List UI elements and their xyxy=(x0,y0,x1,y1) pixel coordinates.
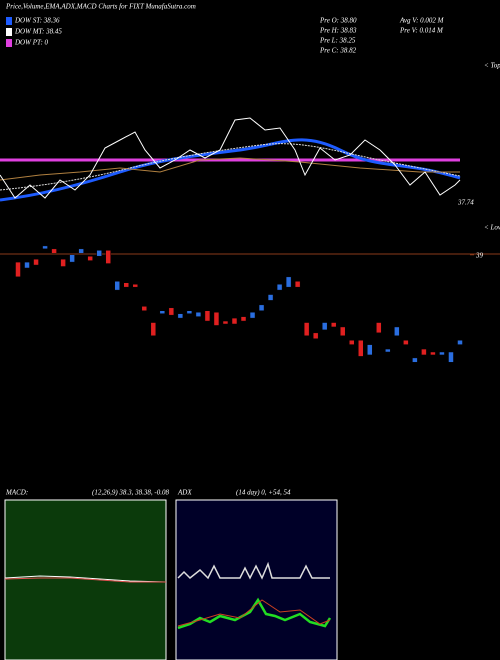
candle-body xyxy=(358,339,364,357)
candle-body xyxy=(258,304,265,311)
candle-body xyxy=(87,255,93,261)
adx-title: ADX xyxy=(177,489,192,497)
stat: Pre C: 38.82 xyxy=(319,47,357,55)
candle-body xyxy=(249,311,256,319)
candle-body xyxy=(33,258,39,266)
candle-body xyxy=(285,276,292,288)
candle-body xyxy=(159,310,166,314)
candle-body xyxy=(394,326,400,337)
candle-body xyxy=(367,344,373,356)
stat: Pre O: 38.80 xyxy=(319,17,357,25)
adx-line xyxy=(177,561,330,580)
candle-body xyxy=(312,332,319,339)
candle-body xyxy=(114,281,120,291)
candle-body xyxy=(457,339,463,345)
candle-body xyxy=(69,254,75,263)
candle-body xyxy=(51,248,57,254)
candle-body xyxy=(42,245,48,250)
stat: Pre L: 38.25 xyxy=(319,37,356,45)
candle-body xyxy=(204,310,211,322)
legend-label: DOW PT: 0 xyxy=(14,39,49,47)
candle-body xyxy=(231,317,238,325)
minus-di xyxy=(177,599,331,627)
candles xyxy=(15,245,463,363)
legend: DOW ST: 38.36 DOW MT: 38.45 DOW PT: 0 xyxy=(6,17,62,47)
candle-body xyxy=(448,351,454,363)
tops-label: < Tops xyxy=(484,62,500,70)
legend-label: DOW ST: 38.36 xyxy=(14,17,60,25)
candle-body xyxy=(168,307,175,316)
candle-body xyxy=(15,261,21,278)
candle-body xyxy=(78,248,84,254)
lows-label: < Lows xyxy=(484,224,500,232)
macd-pane xyxy=(4,499,167,660)
candle-body xyxy=(60,258,66,267)
candle-body xyxy=(276,283,283,291)
title: Price,Volume,EMA,ADX,MACD Charts for FIX… xyxy=(5,3,196,11)
candle-body xyxy=(96,250,102,257)
candle-body xyxy=(240,316,247,322)
candle-body xyxy=(321,322,328,331)
candle-body xyxy=(177,313,184,319)
price-line xyxy=(0,117,461,199)
candle-body xyxy=(213,311,220,326)
candle-body xyxy=(430,351,436,356)
macd-params: (12,26,9) 38.3, 38.38, -0.08 xyxy=(92,489,169,497)
candle-body xyxy=(376,322,382,334)
candle-body xyxy=(339,326,346,337)
ema-mid xyxy=(0,143,461,191)
adx-params: (14 day) 0, +54, 54 xyxy=(236,489,291,497)
candle-body xyxy=(385,348,391,353)
adx-pane xyxy=(175,499,338,660)
candle-body xyxy=(330,322,337,328)
candle-body xyxy=(132,283,139,288)
candle-body xyxy=(421,348,427,356)
candle-body xyxy=(105,250,111,264)
legend-swatch xyxy=(6,39,12,47)
candle-body xyxy=(123,282,129,288)
legend-label: DOW MT: 38.45 xyxy=(14,28,62,36)
candle-body xyxy=(150,322,157,337)
candle-body xyxy=(303,322,310,337)
stat: Pre V: 0.014 M xyxy=(399,27,444,35)
ema-long xyxy=(0,157,460,181)
stat: Avg V: 0.002 M xyxy=(399,17,445,25)
candle-body xyxy=(439,351,445,356)
macd-line xyxy=(4,575,167,583)
level-label: 39 xyxy=(475,252,484,260)
macd-title: MACD: xyxy=(5,489,28,497)
candle-body xyxy=(141,306,148,311)
legend-swatch xyxy=(6,28,12,36)
candle-body xyxy=(267,294,274,301)
stat: Pre H: 38.83 xyxy=(319,27,357,35)
candle-body xyxy=(186,310,193,314)
candle-body xyxy=(24,261,30,269)
candle-body xyxy=(349,339,355,345)
candle-body xyxy=(412,357,418,363)
last-price: 37.74 xyxy=(457,199,474,207)
candle-body xyxy=(294,281,301,288)
macd-signal xyxy=(4,577,166,583)
candle-body xyxy=(403,339,409,345)
candle-body xyxy=(222,320,229,325)
candle-body xyxy=(195,311,202,317)
legend-swatch xyxy=(6,17,12,25)
